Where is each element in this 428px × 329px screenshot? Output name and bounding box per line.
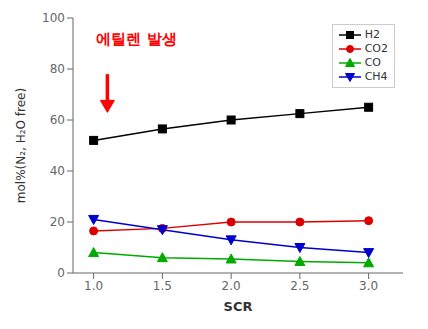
svg-text:에틸렌 발생: 에틸렌 발생 [96, 30, 176, 48]
svg-text:40: 40 [50, 164, 65, 178]
svg-text:3.0: 3.0 [359, 279, 378, 293]
html-text:CO: CO [364, 56, 381, 69]
svg-text:20: 20 [50, 215, 65, 229]
svg-text:SCR: SCR [224, 299, 253, 314]
html-text:CH4: CH4 [364, 70, 388, 83]
svg-text:1.5: 1.5 [153, 279, 172, 293]
svg-text:0: 0 [57, 266, 65, 280]
svg-text:2.0: 2.0 [222, 279, 241, 293]
html-text:CO2: CO2 [364, 42, 388, 55]
svg-text:2.5: 2.5 [290, 279, 309, 293]
svg-text:1.0: 1.0 [84, 279, 103, 293]
svg-text:100: 100 [42, 11, 65, 25]
html-text:H2: H2 [364, 28, 380, 41]
svg-text:mol%(N₂, H₂O free): mol%(N₂, H₂O free) [14, 88, 28, 203]
svg-text:60: 60 [50, 113, 65, 127]
svg-text:80: 80 [50, 62, 65, 76]
